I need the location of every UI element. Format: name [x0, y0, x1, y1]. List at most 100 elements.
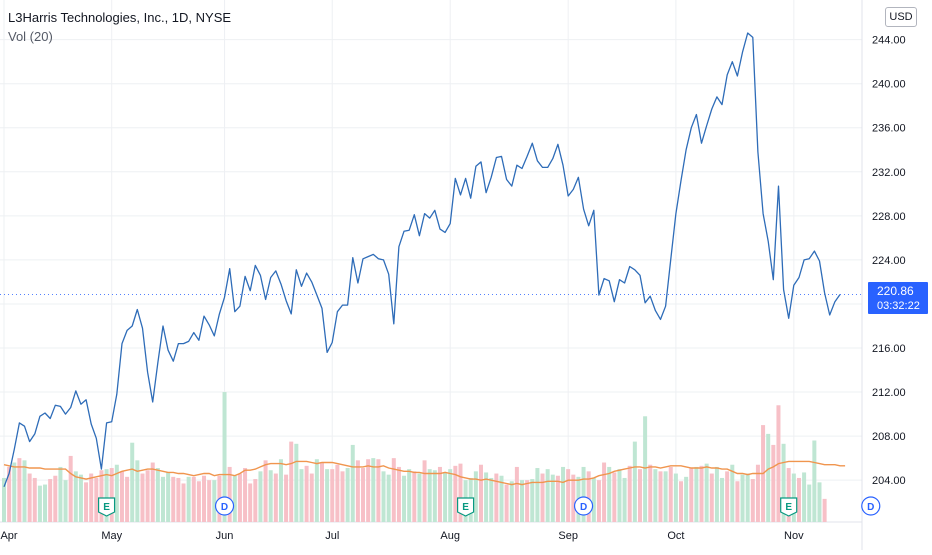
volume-bar	[171, 476, 176, 522]
volume-bar	[796, 477, 801, 522]
volume-bar	[130, 442, 135, 522]
volume-bar	[37, 485, 42, 522]
volume-bar	[299, 469, 304, 522]
volume-bar	[263, 460, 268, 522]
volume-bar	[802, 472, 807, 522]
price-tick-label: 212.00	[872, 387, 906, 399]
dividend-marker-shape	[861, 496, 881, 516]
volume-bar	[345, 468, 350, 522]
volume-bar	[181, 483, 186, 522]
volume-bar	[294, 443, 299, 522]
volume-bar	[622, 477, 627, 522]
legend-volume-label[interactable]: Vol (20)	[8, 29, 53, 44]
volume-bar	[284, 474, 289, 522]
volume-bar	[114, 464, 119, 522]
price-tick-label: 204.00	[872, 475, 906, 487]
volume-bar	[591, 477, 596, 522]
volume-bar	[694, 466, 699, 522]
event-marker-label: E	[785, 502, 792, 513]
volume-bar	[176, 477, 181, 522]
volume-bar	[755, 464, 760, 522]
volume-bar	[376, 459, 381, 522]
volume-bar	[145, 470, 150, 522]
volume-bar	[7, 466, 12, 522]
volume-bar	[607, 466, 612, 522]
volume-bar	[319, 462, 324, 522]
volume-bar	[325, 469, 330, 522]
volume-bar	[63, 480, 68, 522]
volume-bar	[43, 484, 48, 522]
volume-layer	[1, 392, 827, 522]
time-axis[interactable]: Apr May Jun Jul Aug Sep Oct Nov	[0, 530, 804, 542]
volume-bar	[371, 458, 376, 522]
volume-bar	[443, 472, 448, 522]
volume-bar	[366, 459, 371, 522]
volume-bar	[509, 481, 514, 522]
bar-countdown: 03:32:22	[877, 300, 920, 312]
volume-bar	[32, 477, 37, 522]
volume-bar	[232, 475, 237, 522]
volume-bar	[484, 472, 489, 522]
event-marker-label: D	[221, 502, 228, 513]
volume-bar	[735, 481, 740, 522]
volume-bar	[658, 471, 663, 522]
volume-bar	[355, 460, 360, 522]
volume-bar	[227, 466, 232, 522]
earnings-marker[interactable]: E	[97, 497, 116, 517]
volume-bar	[191, 476, 196, 522]
currency-badge[interactable]: USD	[885, 7, 917, 27]
volume-bar	[22, 460, 27, 522]
price-line	[3, 32, 841, 488]
volume-bar	[730, 464, 735, 522]
volume-bar	[289, 441, 294, 522]
volume-bar	[786, 468, 791, 522]
volume-bar	[330, 469, 335, 522]
volume-bar	[253, 479, 258, 522]
price-tick-label: 240.00	[872, 79, 906, 91]
volume-bar	[17, 458, 22, 522]
volume-bar	[237, 473, 242, 522]
earnings-marker[interactable]: E	[780, 497, 798, 517]
volume-bar	[94, 477, 99, 522]
volume-bar	[407, 469, 412, 522]
current-price-value: 220.86	[877, 284, 914, 298]
volume-bar	[535, 468, 540, 522]
volume-bar	[725, 471, 730, 522]
volume-bar	[612, 472, 617, 522]
volume-bar	[745, 473, 750, 522]
price-tick-label: 232.00	[872, 167, 906, 179]
event-marker-label: E	[103, 502, 110, 513]
volume-bar	[704, 463, 709, 522]
earnings-marker[interactable]: E	[456, 497, 475, 517]
time-tick-label: May	[101, 530, 122, 542]
volume-bar	[448, 469, 453, 522]
volume-bar	[453, 465, 458, 522]
price-tick-label: 216.00	[872, 343, 906, 355]
volume-bar	[186, 476, 191, 522]
earnings-marker-shape	[97, 497, 116, 517]
price-axis[interactable]: 244.00240.00236.00232.00228.00224.00220.…	[872, 35, 906, 488]
earnings-marker-shape	[456, 497, 475, 517]
volume-bar	[720, 477, 725, 522]
volume-bar	[709, 473, 714, 522]
volume-bar	[381, 471, 386, 522]
dividend-marker[interactable]: D	[214, 496, 235, 516]
volume-bar	[104, 469, 109, 522]
dividend-marker-shape	[214, 496, 235, 516]
volume-bar	[648, 464, 653, 522]
volume-bar	[396, 466, 401, 522]
price-tick-label: 236.00	[872, 123, 906, 135]
dividend-marker[interactable]: D	[573, 496, 594, 516]
dividend-marker[interactable]: D	[861, 496, 881, 516]
volume-bar	[68, 455, 73, 522]
volume-bar	[78, 474, 83, 522]
volume-bar	[714, 466, 719, 522]
volume-bar	[555, 475, 560, 522]
legend-title[interactable]: L3Harris Technologies, Inc., 1D, NYSE	[8, 10, 232, 25]
volume-bar	[817, 482, 822, 522]
volume-bar	[243, 468, 248, 522]
time-tick-label: Nov	[784, 530, 804, 542]
